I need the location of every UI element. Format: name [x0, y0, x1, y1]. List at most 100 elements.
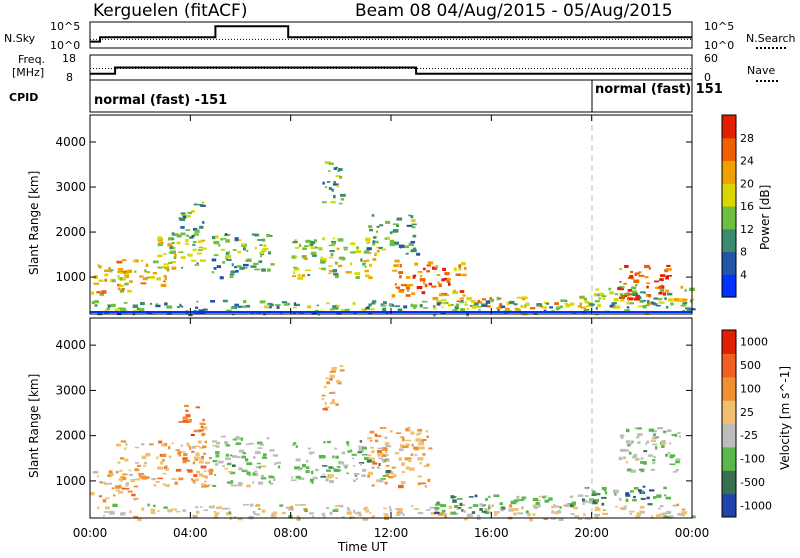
velocity-cell — [669, 442, 672, 445]
power-cell — [164, 266, 170, 270]
velocity-cell — [657, 427, 663, 430]
velocity-cell — [409, 467, 415, 471]
velocity-cell — [329, 511, 333, 516]
velocity-cell — [260, 474, 264, 477]
power-cell — [283, 302, 289, 306]
velocity-cell — [163, 506, 168, 509]
velocity-cell — [415, 438, 422, 442]
power-cell — [211, 271, 215, 274]
velocity-cell — [400, 481, 406, 485]
power-cell — [297, 277, 303, 280]
velocity-cell — [551, 510, 554, 514]
velocity-cell — [318, 455, 325, 459]
power-cell — [140, 259, 144, 262]
velocity-cell — [300, 504, 306, 506]
velocity-cell — [141, 507, 145, 511]
velocity-cell — [388, 506, 392, 509]
power-cell — [336, 311, 342, 315]
velocity-cell — [593, 499, 597, 503]
power-cell — [124, 282, 129, 286]
noise-series — [90, 25, 692, 43]
velocity-cell — [326, 381, 331, 385]
velocity-cell — [120, 512, 126, 514]
velocity-cell — [328, 466, 332, 469]
velocity-cell — [255, 505, 261, 507]
velocity-cell — [662, 430, 667, 433]
velocity-cell — [389, 508, 393, 512]
velocity-cell — [639, 510, 642, 513]
power-cell — [253, 262, 259, 265]
power-cell — [262, 238, 266, 242]
velocity-cell — [165, 468, 170, 471]
power-cell — [345, 271, 352, 274]
power-cell — [327, 170, 331, 172]
power-cell — [202, 308, 208, 312]
velocity-cell — [336, 379, 340, 383]
power-cell — [328, 256, 334, 259]
power-cell — [101, 290, 107, 294]
power-cell — [241, 243, 246, 246]
velocity-cell — [134, 468, 139, 472]
power-ytick-label: 3000 — [55, 180, 86, 194]
velocity-cell — [194, 478, 199, 482]
power-cell — [163, 263, 169, 266]
velocity-cell — [346, 472, 349, 475]
power-cell — [631, 286, 637, 290]
power-cell — [498, 305, 501, 308]
power-cell — [114, 308, 120, 311]
velocity-cell — [371, 515, 376, 519]
power-cell — [127, 289, 132, 293]
velocity-cell — [626, 468, 632, 472]
power-cell — [238, 239, 242, 241]
velocity-cell — [370, 446, 374, 449]
power-cell — [335, 175, 341, 177]
power-cell — [665, 289, 670, 293]
velocity-cell — [161, 443, 166, 447]
velocity-cell — [171, 442, 174, 445]
velocity-cell — [191, 478, 194, 481]
power-cell — [594, 300, 600, 303]
velocity-cell — [364, 457, 369, 461]
power-cell — [242, 267, 248, 269]
velocity-cell — [355, 478, 359, 480]
power-cell — [110, 303, 116, 308]
velocity-cell — [125, 442, 128, 446]
power-cell — [424, 283, 428, 288]
velocity-cell — [385, 464, 390, 467]
power-cell — [155, 304, 161, 308]
power-cell — [333, 167, 337, 170]
velocity-cell — [200, 506, 203, 508]
power-cell — [543, 309, 547, 312]
velocity-cell — [259, 443, 265, 446]
velocity-cell — [472, 504, 476, 507]
power-cell — [241, 305, 246, 308]
power-cell — [380, 305, 387, 307]
power-cell — [149, 275, 155, 279]
velocity-cell — [314, 468, 319, 472]
velocity-cell — [532, 513, 536, 516]
power-cell — [333, 194, 336, 199]
power-cell — [150, 302, 153, 305]
power-cell — [362, 262, 366, 266]
noise-left-tick-top: 10^5 — [50, 20, 80, 33]
velocity-cell — [194, 456, 199, 460]
velocity-cell — [290, 476, 294, 479]
velocity-cell — [417, 475, 422, 478]
power-cell — [330, 200, 336, 204]
power-cell — [366, 240, 371, 244]
velocity-cell — [510, 507, 515, 511]
velocity-cell — [157, 510, 160, 512]
power-cell — [316, 247, 323, 249]
power-cell — [421, 291, 426, 295]
velocity-cell — [212, 444, 218, 447]
power-cell — [93, 282, 100, 285]
power-cell — [633, 279, 640, 283]
power-cell — [200, 239, 206, 242]
power-cell — [196, 252, 202, 255]
velocity-cell — [620, 435, 623, 438]
power-cell — [391, 294, 396, 298]
velocity-cell — [144, 461, 148, 465]
velocity-cell — [594, 507, 601, 512]
velocity-cell — [198, 460, 204, 464]
